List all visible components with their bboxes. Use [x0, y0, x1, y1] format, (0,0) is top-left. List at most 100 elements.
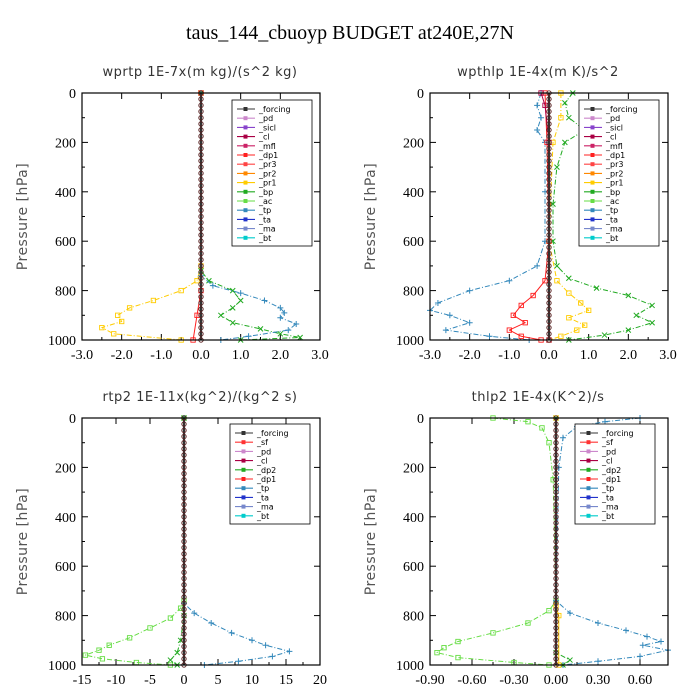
series-tp-marker	[245, 333, 252, 340]
legend-label: _cl	[256, 457, 268, 466]
series-forcing-marker	[198, 158, 204, 164]
y-tick-label: 400	[55, 186, 76, 201]
series-forcing-marker	[546, 207, 552, 213]
series-bp-marker	[593, 285, 600, 291]
series-ac-marker	[177, 605, 184, 611]
series-forcing-marker	[181, 501, 187, 508]
y-tick-label: 400	[55, 511, 76, 526]
series-tp-marker	[249, 637, 255, 644]
series-tp-marker	[644, 633, 650, 640]
series-ac-marker	[82, 652, 89, 658]
series-forcing-marker	[553, 440, 559, 446]
series-ac-marker	[546, 608, 552, 614]
series-forcing-marker	[546, 189, 552, 195]
series-forcing-marker	[198, 263, 204, 269]
series-forcing-marker	[553, 557, 559, 563]
series-bp-marker	[565, 114, 572, 121]
series-pr1-marker	[126, 305, 133, 311]
legend-marker-bt	[241, 513, 246, 518]
series-forcing-marker	[553, 458, 559, 464]
series-forcing-marker	[198, 287, 204, 294]
series-ac-marker	[441, 645, 447, 651]
series-bp-marker	[229, 305, 236, 311]
series-ac-marker	[539, 425, 545, 431]
legend-marker-mfl	[590, 143, 595, 148]
legend-marker-pr3	[243, 162, 248, 167]
legend-label: _tp	[605, 206, 618, 215]
series-dp1-marker	[518, 302, 524, 309]
series-forcing-marker	[181, 656, 187, 662]
series-forcing-marker	[553, 588, 559, 594]
series-forcing-marker	[546, 108, 552, 115]
series-forcing-marker	[181, 538, 187, 545]
legend-marker-pr2	[590, 171, 595, 176]
series-forcing-marker	[546, 220, 552, 226]
series-forcing-marker	[553, 452, 559, 458]
series-tp-marker	[286, 648, 293, 655]
y-axis-label: Pressure [hPa]	[15, 163, 31, 270]
series-pr1-marker	[111, 331, 117, 337]
legend-marker-forcing	[586, 431, 591, 435]
series-pr1-marker	[578, 300, 584, 306]
y-tick-label: 600	[55, 560, 76, 575]
series-tp-marker	[446, 312, 453, 319]
legend-marker-bt	[243, 235, 248, 240]
x-tick-label: -15	[73, 673, 92, 688]
series-ac-marker	[96, 647, 102, 653]
series-ac-line	[84, 418, 185, 666]
legend-label: _sicl	[258, 123, 276, 132]
y-tick-label: 600	[403, 235, 424, 250]
chart-panel-2: wpthlp 1E-4x(m K)/s^2 Pressure [hPa] -3.0 -…	[363, 65, 677, 363]
series-dp2-marker	[174, 649, 181, 656]
series-dp1-marker	[518, 333, 524, 339]
series-forcing-marker	[546, 158, 552, 164]
x-tick-label: -1.0	[150, 348, 172, 363]
series-forcing-marker	[553, 421, 559, 427]
x-tick-label: 20	[313, 673, 327, 688]
series-forcing-marker	[553, 569, 559, 576]
legend-label: _sf	[601, 438, 613, 447]
series-tp-marker	[269, 653, 276, 660]
series-forcing-marker	[181, 489, 187, 495]
series-forcing-marker	[181, 594, 187, 600]
legend-label: _dp1	[256, 475, 276, 484]
series-pr1-marker	[115, 312, 121, 318]
legend-label: _bt	[256, 512, 269, 521]
series-dp1-marker	[506, 327, 512, 333]
y-tick-label: 1000	[396, 334, 424, 349]
legend-label: _cl	[258, 133, 270, 142]
plot-frame	[81, 92, 321, 341]
legend-marker-dp1	[243, 153, 248, 157]
series-forcing-marker	[546, 133, 552, 139]
series-tp-marker	[486, 333, 493, 340]
y-tick-label: 200	[403, 461, 424, 476]
legend-marker-cl	[241, 458, 246, 463]
series-bp-marker	[277, 330, 284, 337]
series-tp-marker	[228, 629, 235, 636]
series-forcing-marker	[553, 470, 559, 477]
series-forcing-marker	[181, 619, 187, 625]
legend-marker-dp1	[241, 477, 246, 481]
plot-frame	[429, 417, 669, 666]
y-tick-label: 0	[417, 412, 424, 427]
legend-label: _dp2	[256, 466, 276, 475]
x-tick-label: 5	[215, 673, 222, 688]
legend-label: _pd	[258, 114, 273, 123]
y-axis-label: Pressure [hPa]	[363, 488, 379, 595]
series-forcing-marker	[553, 631, 559, 637]
x-tick-label: -2.0	[111, 348, 133, 363]
series-forcing-marker	[181, 507, 187, 514]
series-forcing-marker	[198, 152, 204, 158]
series-forcing-marker	[181, 495, 187, 501]
series-bp-marker	[217, 312, 224, 319]
series-bp-marker	[257, 326, 264, 332]
series-forcing-marker	[198, 201, 204, 207]
series-forcing-marker	[553, 575, 559, 582]
series-forcing-marker	[181, 612, 187, 619]
series-forcing-marker	[181, 526, 187, 532]
series-forcing-marker	[181, 551, 187, 557]
series-forcing-marker	[553, 612, 559, 619]
series-forcing-marker	[546, 195, 552, 201]
series-forcing-marker	[553, 433, 559, 440]
series-ac-marker	[167, 615, 174, 621]
